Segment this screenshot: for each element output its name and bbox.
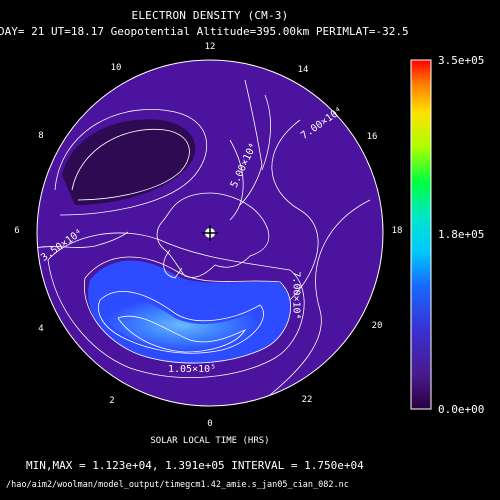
hour-label-18: 18: [391, 226, 403, 236]
hour-label-22: 22: [301, 395, 313, 405]
hour-label-0: 0: [207, 419, 213, 429]
peak-density-region: [103, 297, 260, 352]
colorbar-min-label: 0.0e+00: [438, 403, 485, 416]
colorbar: [410, 59, 432, 410]
colorbar-max-label: 3.5e+05: [438, 54, 485, 67]
minmax-interval-line: MIN,MAX = 1.123e+04, 1.391e+05 INTERVAL …: [26, 459, 364, 472]
hour-label-4: 4: [38, 324, 44, 334]
contour-lines: [47, 108, 371, 396]
plot-title: ELECTRON DENSITY (CM-3): [131, 9, 289, 22]
plot-subtitle: DAY= 21 UT=18.17 Geopotential Altitude=3…: [0, 25, 409, 38]
x-axis-label: SOLAR LOCAL TIME (HRS): [150, 436, 270, 446]
hour-label-6: 6: [14, 226, 20, 236]
hour-label-12: 12: [204, 42, 216, 52]
hour-label-14: 14: [297, 65, 309, 75]
coastlines: [37, 79, 271, 279]
contour-label: 7.00×10⁴: [290, 271, 302, 320]
hour-label-8: 8: [38, 131, 44, 141]
hour-label-10: 10: [110, 63, 122, 73]
contour-label: 1.05×10⁵: [168, 364, 217, 375]
source-file-path: /hao/aim2/woolman/model_output/timegcm1.…: [6, 480, 349, 490]
colorbar-mid-label: 1.8e+05: [438, 228, 485, 241]
hour-label-20: 20: [371, 321, 383, 331]
pole-marker: [202, 225, 218, 241]
hour-label-2: 2: [109, 396, 115, 406]
map-boundary: [36, 59, 384, 407]
hour-label-16: 16: [366, 132, 378, 142]
